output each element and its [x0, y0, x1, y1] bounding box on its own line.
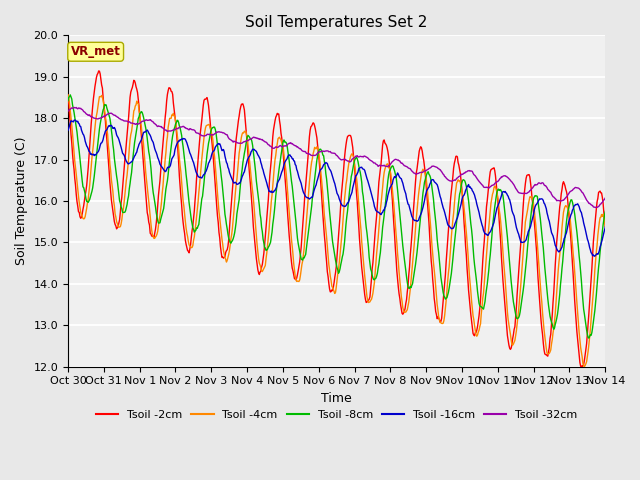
X-axis label: Time: Time	[321, 392, 352, 405]
Y-axis label: Soil Temperature (C): Soil Temperature (C)	[15, 137, 28, 265]
Legend: Tsoil -2cm, Tsoil -4cm, Tsoil -8cm, Tsoil -16cm, Tsoil -32cm: Tsoil -2cm, Tsoil -4cm, Tsoil -8cm, Tsoi…	[92, 405, 582, 424]
Title: Soil Temperatures Set 2: Soil Temperatures Set 2	[246, 15, 428, 30]
Text: VR_met: VR_met	[70, 45, 120, 58]
